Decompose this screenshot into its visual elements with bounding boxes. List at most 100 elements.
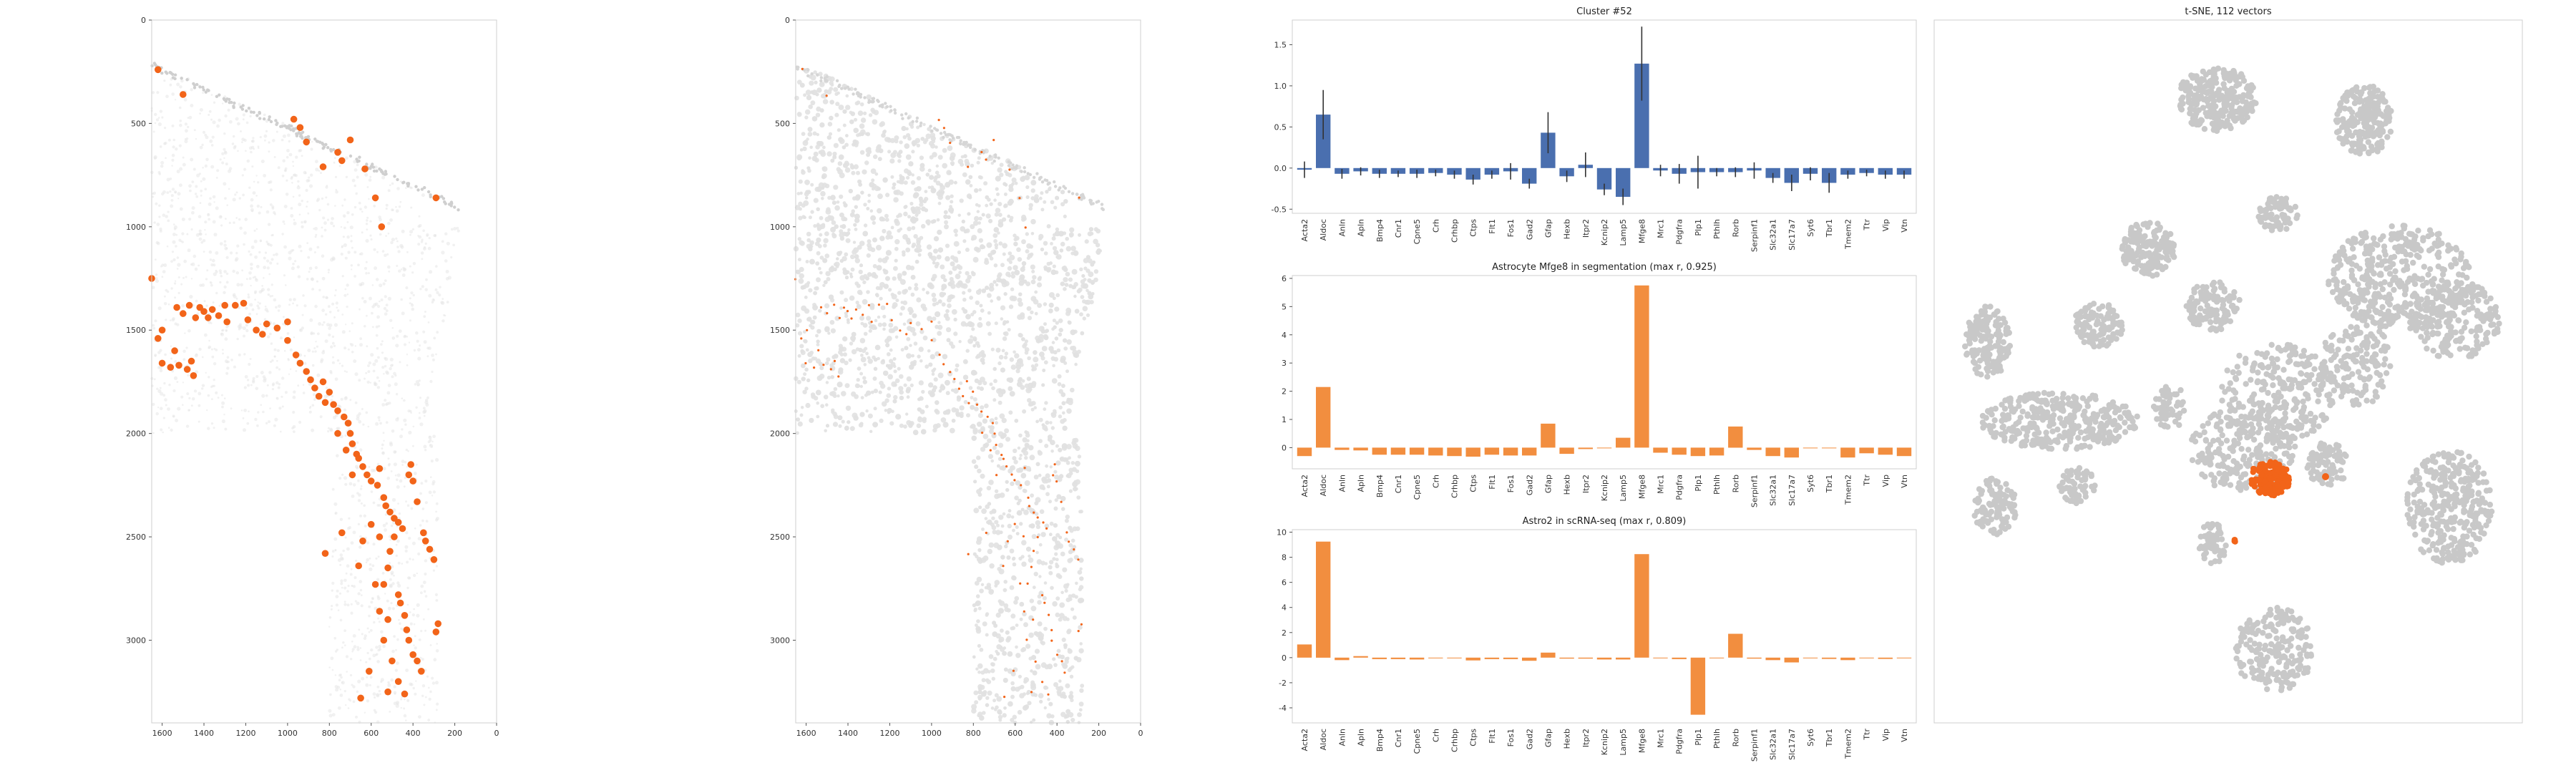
cell-point [1063,267,1068,272]
cell-point [1004,170,1008,173]
cell-point [406,364,409,366]
highlight-point [183,366,191,373]
cell-point [249,253,253,256]
cell-point [290,177,293,180]
cell-point [897,213,902,218]
cell-point [918,196,923,201]
cell-point [339,553,343,557]
cell-point [189,189,192,193]
cell-point [311,350,314,353]
cell-point [943,278,947,282]
cell-point [435,599,439,602]
cell-point [806,94,812,100]
edge-point [414,185,418,188]
cell-point [890,292,894,297]
cell-point [978,216,982,220]
cell-point [839,306,843,310]
cell-point [329,428,333,432]
cell-point [273,424,276,427]
cell-point [321,226,323,229]
cell-point [359,343,363,347]
cell-point [213,272,217,276]
cell-point [393,685,396,689]
cell-point [250,150,253,154]
cell-point [823,238,829,243]
cell-point [384,364,387,368]
cell-point [895,414,902,420]
cell-point [278,368,281,371]
cell-point [862,280,867,285]
cell-point [944,220,949,225]
cell-point [1048,500,1052,504]
cell-point [975,355,979,359]
cell-point [906,353,912,359]
cell-point [309,318,313,322]
cell-point [1026,306,1032,311]
edge-point [331,147,336,152]
cell-point [1025,195,1030,199]
cell-point [973,690,979,696]
cell-point [340,676,343,679]
cell-point [993,239,997,243]
cell-point [825,361,829,366]
cell-point [939,183,944,188]
cell-point [1075,581,1078,585]
cell-point [426,233,429,237]
cell-point [886,364,889,368]
cell-point [890,225,894,230]
cell-point [826,424,829,428]
cell-point [977,663,983,669]
cell-point [1022,447,1027,452]
highlight-point [200,308,208,316]
cell-point [369,234,372,237]
cell-point [390,602,393,605]
cell-point [1032,718,1036,722]
cell-point [354,401,358,404]
cell-point [259,136,262,139]
cell-point [911,225,916,230]
cell-point [1014,270,1020,276]
cell-point [263,277,265,279]
cell-point [213,233,218,237]
cell-point [444,232,448,235]
cell-point [293,390,296,394]
cell-point [419,524,422,527]
cell-point [334,685,338,689]
cell-point [854,228,858,231]
cell-point [904,205,908,208]
cell-point [820,404,825,409]
cell-point [1060,694,1065,699]
cell-point [220,275,223,278]
cell-point [1020,472,1027,479]
cell-point [374,359,379,363]
cell-point [1005,480,1009,484]
cell-point [210,144,214,147]
cell-point [233,365,236,369]
cell-point [1079,312,1083,317]
cell-point [837,161,843,166]
cell-point [806,317,811,322]
cell-point [417,348,421,352]
cell-point [211,135,215,139]
cell-point [316,245,320,249]
cell-point [982,621,987,627]
cell-point [423,247,426,251]
cell-point [1050,449,1054,453]
cell-point [376,694,380,698]
cell-point [422,618,425,621]
cell-point [414,692,417,696]
cell-point [885,276,890,281]
cell-point [318,322,322,326]
edge-point [393,175,396,178]
edge-point [885,104,889,109]
cell-point [917,354,921,359]
cell-point [260,371,264,375]
highlight-point [355,454,363,462]
cell-point [1048,701,1053,706]
cell-point [270,243,273,247]
cell-point [210,385,213,389]
cell-point [870,390,874,394]
cell-point [435,510,437,513]
cell-point [1010,681,1015,686]
cell-point [996,193,1000,196]
